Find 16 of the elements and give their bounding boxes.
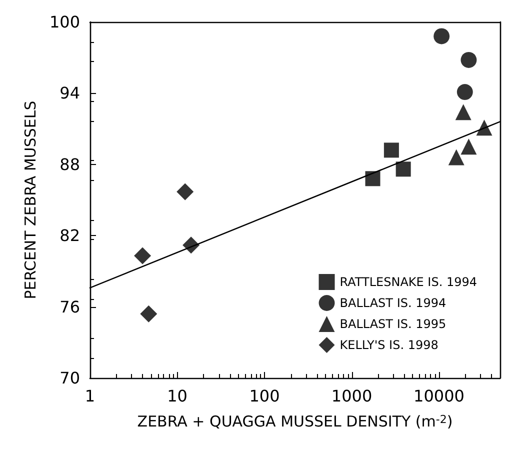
- legend-label: BALLAST IS. 1995: [340, 317, 446, 331]
- x-tick-label: 100: [249, 386, 280, 406]
- legend-label: RATTLESNAKE IS. 1994: [340, 275, 478, 289]
- x-tick-label: 10: [167, 386, 188, 406]
- legend-label: KELLY'S IS. 1998: [340, 338, 438, 352]
- legend-label: BALLAST IS. 1994: [340, 296, 446, 310]
- x-tick-label: 1: [84, 386, 96, 406]
- x-tick-label: 1000: [331, 386, 372, 406]
- y-tick-label: 88: [60, 154, 80, 174]
- y-tick-label: 100: [49, 12, 80, 32]
- y-tick-label: 76: [60, 297, 80, 316]
- y-axis-title: PERCENT ZEBRA MUSSELS: [22, 100, 40, 300]
- y-tick-label: 94: [60, 84, 80, 103]
- y-tick-label: 82: [60, 226, 80, 246]
- y-tick-label: 70: [60, 368, 80, 388]
- x-tick-label: 10000: [414, 386, 464, 406]
